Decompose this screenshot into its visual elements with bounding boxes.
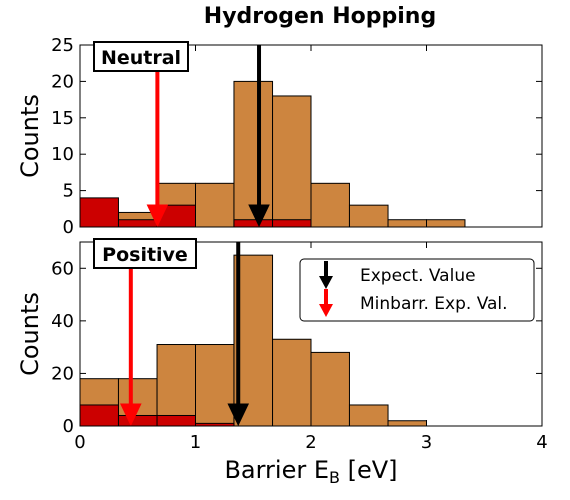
legend-box (299, 258, 535, 322)
plot-frame (79, 241, 543, 427)
panel-label-text: Neutral (101, 47, 181, 69)
x-tick-label: 3 (421, 432, 432, 453)
plot-frame (79, 44, 543, 228)
total-bar-6 (310, 182, 350, 228)
y-tick-label: 10 (51, 144, 74, 165)
panel-label: Positive (93, 238, 197, 269)
neutral-panel: 0 5 10 15 20 25 Neutral Counts (16, 35, 543, 238)
minbarrier-bar-1 (117, 414, 158, 427)
total-bar-8 (387, 420, 428, 427)
panel-label-box (93, 238, 197, 269)
positive-panel: 0 20 40 60 Positive Counts Expect. Value Minbar… (16, 238, 543, 437)
y-tick-label: 60 (51, 258, 74, 279)
total-bar-6 (310, 351, 350, 427)
panel-label: Neutral (93, 41, 189, 72)
x-tick-label: 1 (190, 432, 201, 453)
total-bar-2 (156, 344, 196, 427)
total-bar-9 (426, 219, 466, 228)
legend-arrow-head (319, 304, 333, 317)
y-tick-label: 20 (51, 363, 74, 384)
total-bar-8 (387, 219, 428, 228)
legend-arrow-head (319, 276, 333, 289)
y-tick-label: 15 (51, 108, 74, 129)
panel-label-text: Positive (102, 244, 188, 266)
minbarrier-bar-5 (272, 219, 312, 228)
chart-title: Hydrogen Hopping (204, 4, 436, 29)
x-tick-label: 4 (536, 432, 547, 453)
minbarrier-bar-2 (156, 414, 196, 427)
y-tick-label: 5 (63, 181, 74, 202)
total-bar-5 (272, 95, 312, 228)
x-axis-label: Barrier EB [eV] (224, 456, 397, 487)
y-tick-label: 0 (63, 217, 74, 238)
y-tick-label: 0 (63, 416, 74, 437)
minbarrier-bar-0 (79, 404, 119, 427)
total-bar-7 (348, 404, 389, 427)
y-tick-label: 20 (51, 71, 74, 92)
minbarrier-bar-4 (233, 219, 274, 228)
minbarrier-bar-1 (117, 219, 158, 228)
expect-arrow-head (227, 403, 250, 427)
total-bar-5 (272, 338, 312, 427)
x-tick-label: 2 (305, 432, 316, 453)
total-bar-7 (348, 204, 389, 228)
minbarr-arrow-head (120, 403, 142, 427)
expect-arrow-head (248, 204, 270, 228)
total-bar-3 (195, 182, 235, 228)
y-tick-label: 40 (51, 311, 74, 332)
x-axis-label-unit: [eV] (340, 456, 398, 484)
minbarrier-bar-0 (79, 197, 119, 228)
x-axis-label-main: Barrier E (224, 456, 329, 484)
y-axis-label: Counts (16, 94, 44, 178)
minbarr-arrow-head (146, 204, 169, 228)
y-tick-label: 25 (51, 35, 74, 56)
legend: Expect. Value Minbarr. Exp. Val. (299, 258, 535, 322)
legend-entry-label: Minbarr. Exp. Val. (360, 294, 508, 314)
y-axis-label: Counts (16, 292, 44, 376)
panel-label-box (93, 41, 189, 72)
x-tick-label: 0 (74, 432, 85, 453)
legend-entry-label: Expect. Value (360, 266, 476, 286)
total-bar-3 (195, 344, 235, 427)
x-axis-label-subscript: B (329, 468, 340, 487)
